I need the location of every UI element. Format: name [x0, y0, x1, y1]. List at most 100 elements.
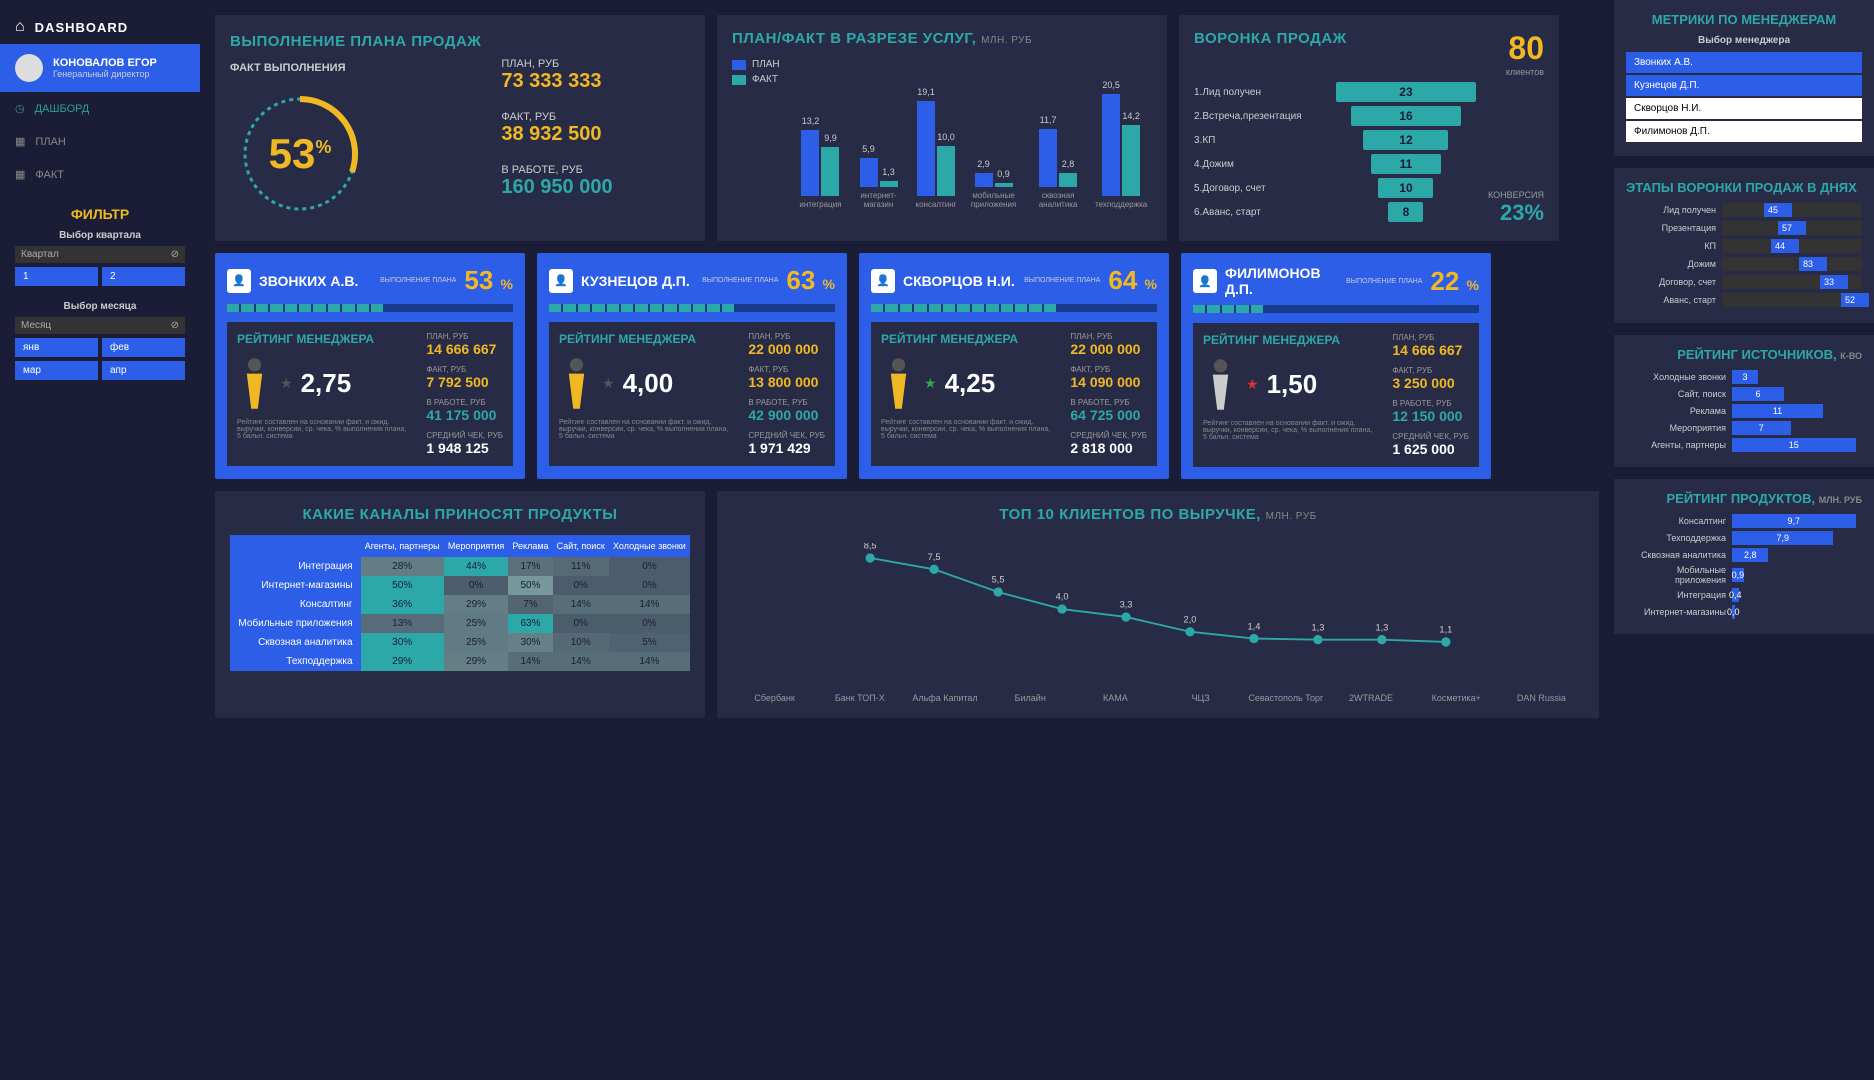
mgr-stat-value: 3 250 000 — [1392, 375, 1469, 391]
mgr-stat-value: 22 000 000 — [748, 341, 825, 357]
month-btn[interactable]: мар — [15, 361, 98, 380]
star-icon: ★ — [924, 375, 937, 392]
bar-label: Реклама — [1626, 406, 1726, 416]
stat-value: 38 932 500 — [501, 123, 612, 146]
quarter-btn[interactable]: 2 — [102, 267, 185, 286]
channel-cell: 0% — [444, 576, 509, 595]
quarter-btn[interactable]: 1 — [15, 267, 98, 286]
client-name: Альфа Капитал — [902, 693, 987, 703]
channel-col: Мероприятия — [444, 535, 509, 557]
service-name: сквозная аналитика — [1031, 191, 1086, 209]
stage-label: Лид получен — [1626, 205, 1716, 215]
nav-item[interactable]: ▦ФАКТ — [0, 158, 200, 191]
channel-cell: 25% — [444, 633, 509, 652]
plan-exec-title: ВЫПОЛНЕНИЕ ПЛАНА ПРОДАЖ — [230, 33, 481, 50]
service-name: интеграция — [799, 200, 841, 209]
bar-label: Интернет-магазины — [1626, 607, 1726, 617]
sidebar-header: ⌂ DASHBOARD — [0, 10, 200, 44]
clients-chart: 8,57,55,54,03,32,01,41,31,31,1 — [732, 543, 1584, 673]
manager-select-item[interactable]: Филимонов Д.П. — [1626, 121, 1862, 142]
metrics-panel: МЕТРИКИ ПО МЕНЕДЖЕРАМ Выбор менеджера Зв… — [1614, 0, 1874, 156]
manager-card: 👤КУЗНЕЦОВ Д.П.ВЫПОЛНЕНИЕ ПЛАНА63 %РЕЙТИН… — [537, 253, 847, 479]
mgr-progress — [227, 304, 513, 312]
channel-cell: 14% — [553, 652, 609, 671]
manager-select-item[interactable]: Кузнецов Д.П. — [1626, 75, 1862, 96]
mgr-progress — [1193, 305, 1479, 313]
plan-bar: 13,2 — [801, 130, 819, 196]
bar-value: 9,7 — [1732, 514, 1856, 528]
bar-value: 15 — [1732, 438, 1856, 452]
client-name: Косметика+ — [1414, 693, 1499, 703]
quarter-label: Выбор квартала — [15, 230, 185, 241]
bar-value: 11 — [1732, 404, 1823, 418]
mgr-stat-value: 2 818 000 — [1070, 440, 1147, 456]
service-name: мобильные приложения — [966, 191, 1021, 209]
client-name: DAN Russia — [1499, 693, 1584, 703]
person-icon — [1203, 357, 1238, 412]
mgr-note: Рейтинг составлен на основании факт. и о… — [881, 419, 1055, 440]
nav-item[interactable]: ▦ПЛАН — [0, 125, 200, 158]
service-name: консалтинг — [916, 200, 957, 209]
mgr-stat-label: ПЛАН, РУБ — [1392, 333, 1469, 342]
mgr-stat-label: ПЛАН, РУБ — [1070, 332, 1147, 341]
mgr-stat-value: 13 800 000 — [748, 374, 825, 390]
funnel-stage-label: 3.КП — [1194, 135, 1324, 146]
manager-select-item[interactable]: Скворцов Н.И. — [1626, 98, 1862, 119]
nav-icon: ◷ — [15, 102, 25, 115]
svg-text:5,5: 5,5 — [992, 575, 1005, 585]
mgr-name: ФИЛИМОНОВ Д.П. — [1225, 265, 1338, 297]
services-panel: ПЛАН/ФАКТ В РАЗРЕЗЕ УСЛУГ, МЛН. РУБ ПЛАН… — [717, 15, 1167, 241]
month-btn[interactable]: фев — [102, 338, 185, 357]
channel-cell: 63% — [508, 614, 552, 633]
month-btn[interactable]: апр — [102, 361, 185, 380]
plan-execution-panel: ВЫПОЛНЕНИЕ ПЛАНА ПРОДАЖ ФАКТ ВЫПОЛНЕНИЯ … — [215, 15, 705, 241]
plan-bar: 2,9 — [975, 173, 993, 188]
star-icon: ★ — [602, 375, 615, 392]
bar-value: 7,9 — [1732, 531, 1833, 545]
stage-bar: 45 — [1764, 203, 1792, 217]
mgr-stat-value: 1 625 000 — [1392, 441, 1469, 457]
fact-bar: 2,8 — [1059, 173, 1077, 187]
products-title: РЕЙТИНГ ПРОДУКТОВ, МЛН. РУБ — [1626, 491, 1862, 506]
mgr-name: КУЗНЕЦОВ Д.П. — [581, 273, 694, 289]
user-block[interactable]: КОНОВАЛОВ ЕГОР Генеральный директор — [0, 44, 200, 92]
client-point — [1185, 627, 1194, 636]
mgr-stat-value: 14 090 000 — [1070, 374, 1147, 390]
nav-item[interactable]: ◷ДАШБОРД — [0, 92, 200, 125]
home-icon[interactable]: ⌂ — [15, 18, 25, 36]
stage-label: КП — [1626, 241, 1716, 251]
svg-text:4,0: 4,0 — [1056, 592, 1069, 602]
funnel-bar: 16 — [1351, 106, 1461, 126]
fact-label: ФАКТ ВЫПОЛНЕНИЯ — [230, 62, 481, 74]
channels-table: Агенты, партнерыМероприятияРекламаСайт, … — [230, 535, 690, 671]
clients-panel: ТОП 10 КЛИЕНТОВ ПО ВЫРУЧКЕ, МЛН. РУБ 8,5… — [717, 491, 1599, 718]
products-panel: РЕЙТИНГ ПРОДУКТОВ, МЛН. РУБ Консалтинг9,… — [1614, 479, 1874, 634]
client-name: ЧЦЗ — [1158, 693, 1243, 703]
svg-text:1,3: 1,3 — [1375, 622, 1388, 632]
mgr-stat-value: 1 948 125 — [426, 440, 503, 456]
mgr-stat-value: 7 792 500 — [426, 374, 503, 390]
channel-row-name: Интернет-магазины — [230, 576, 361, 595]
bar-label: Интеграция — [1626, 590, 1726, 600]
bar-label: Мобильные приложения — [1626, 565, 1726, 585]
month-btn[interactable]: янв — [15, 338, 98, 357]
channel-cell: 7% — [508, 595, 552, 614]
svg-text:8,5: 8,5 — [864, 543, 877, 551]
mgr-progress — [549, 304, 835, 312]
mgr-stat-label: В РАБОТЕ, РУБ — [748, 398, 825, 407]
stat-label: ПЛАН, РУБ — [501, 58, 612, 70]
funnel-stage-label: 5.Договор, счет — [1194, 183, 1324, 194]
sources-panel: РЕЙТИНГ ИСТОЧНИКОВ, К-ВО Холодные звонки… — [1614, 335, 1874, 467]
bar-label: Сайт, поиск — [1626, 389, 1726, 399]
channel-cell: 14% — [609, 595, 690, 614]
mgr-percent: 64 % — [1108, 265, 1157, 296]
mgr-stat-label: СРЕДНИЙ ЧЕК, РУБ — [748, 431, 825, 440]
channel-row-name: Мобильные приложения — [230, 614, 361, 633]
mgr-avatar-icon: 👤 — [871, 269, 895, 293]
user-name: КОНОВАЛОВ ЕГОР — [53, 57, 157, 69]
metrics-title: МЕТРИКИ ПО МЕНЕДЖЕРАМ — [1626, 12, 1862, 27]
sources-title: РЕЙТИНГ ИСТОЧНИКОВ, К-ВО — [1626, 347, 1862, 362]
svg-text:1,1: 1,1 — [1439, 625, 1452, 635]
funnel-bar: 8 — [1388, 202, 1423, 222]
manager-select-item[interactable]: Звонких А.В. — [1626, 52, 1862, 73]
